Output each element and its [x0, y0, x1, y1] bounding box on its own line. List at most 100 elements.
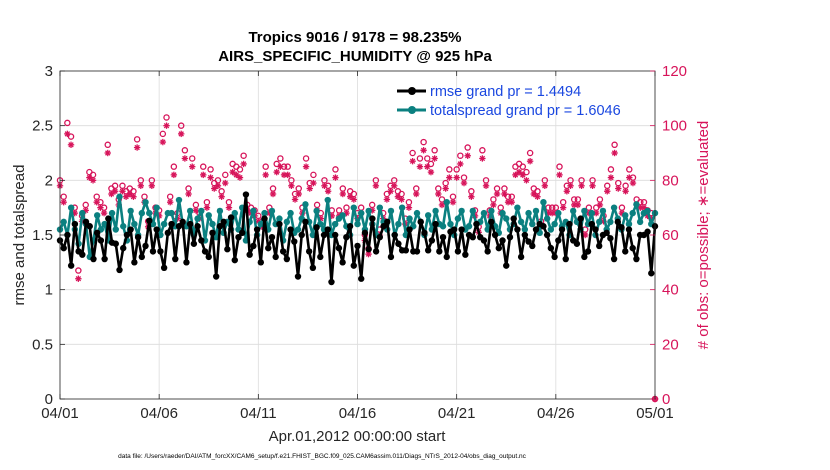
totalspread-point	[287, 209, 294, 217]
rmse-point	[529, 242, 536, 250]
rmse-point	[395, 240, 402, 247]
totalspread-point	[555, 209, 562, 217]
rmse-point	[116, 266, 123, 274]
possible-obs-marker	[277, 155, 284, 162]
evaluated-obs-marker	[622, 188, 629, 195]
evaluated-obs-marker	[302, 163, 310, 170]
evaluated-obs-marker	[534, 193, 541, 200]
evaluated-obs-marker	[130, 193, 137, 200]
possible-obs-marker	[188, 155, 196, 162]
rmse-point	[328, 278, 335, 286]
evaluated-obs-marker	[229, 168, 236, 176]
evaluated-obs-marker	[295, 190, 302, 198]
y-left-tick-labels: 0 0.5 1 1.5 2 2.5 3	[32, 63, 53, 408]
rmse-point	[566, 220, 573, 228]
evaluated-obs-marker	[405, 204, 413, 211]
rmse-point	[93, 229, 101, 237]
y-right-tick-label: 0	[662, 391, 670, 408]
rmse-point	[517, 253, 525, 261]
totalspread-point	[205, 212, 212, 219]
rmse-point	[212, 273, 220, 280]
possible-obs-marker	[302, 155, 310, 162]
rmse-point	[614, 218, 622, 226]
rmse-point	[186, 220, 194, 228]
rmse-point	[443, 253, 450, 261]
y-right-tick-label: 120	[662, 63, 687, 80]
y-left-tick-label: 3	[45, 63, 53, 80]
chart-title: Tropics 9016 / 9178 = 98.235%	[248, 29, 461, 46]
evaluated-obs-marker	[207, 174, 214, 181]
totalspread-point	[636, 218, 644, 226]
evaluated-obs-marker	[578, 182, 585, 189]
possible-obs-marker	[556, 163, 563, 170]
rmse-point	[276, 220, 283, 228]
possible-obs-marker	[284, 163, 291, 170]
evaluated-obs-marker	[409, 158, 416, 165]
rmse-point	[424, 247, 432, 254]
rmse-point	[454, 248, 462, 255]
rmse-point	[64, 231, 71, 239]
evaluated-obs-marker	[137, 182, 145, 189]
totalspread-point	[302, 201, 309, 208]
evaluated-obs-marker	[424, 163, 431, 170]
totalspread-point	[116, 193, 123, 200]
evaluated-obs-marker	[181, 155, 189, 162]
totalspread-point	[514, 204, 521, 211]
evaluated-obs-marker	[490, 201, 497, 209]
rmse-point	[172, 255, 179, 263]
rmse-point	[268, 233, 276, 241]
evaluated-obs-marker	[431, 155, 438, 162]
possible-obs-marker	[416, 155, 424, 162]
totalspread-point	[543, 215, 551, 222]
rmse-point	[603, 229, 610, 237]
totalspread-point	[521, 226, 529, 233]
rmse-point	[82, 218, 90, 226]
rmse-point	[298, 231, 305, 239]
rmse-point	[514, 226, 521, 233]
totalspread-point	[447, 220, 454, 228]
rmse-point	[607, 235, 614, 242]
rmse-point	[555, 237, 562, 244]
evaluated-obs-marker	[163, 122, 170, 129]
totalspread-point	[599, 207, 607, 215]
possible-obs-marker	[626, 166, 633, 173]
y-left-tick-label: 2	[45, 172, 53, 189]
totalspread-point	[127, 207, 134, 215]
rmse-point	[521, 231, 529, 239]
evaluated-obs-marker	[420, 147, 427, 154]
evaluated-obs-marker	[185, 190, 192, 198]
evaluated-obs-marker	[508, 199, 515, 206]
totalspread-point	[198, 207, 205, 215]
totalspread-point	[186, 207, 194, 215]
rmse-point	[387, 253, 395, 261]
y-right-tick-label: 60	[662, 227, 679, 244]
totalspread-point	[112, 226, 119, 233]
totalspread-point	[276, 215, 283, 222]
evaluated-obs-marker	[460, 179, 468, 187]
possible-obs-marker	[240, 152, 247, 159]
totalspread-point	[644, 207, 651, 215]
evaluated-obs-marker	[236, 174, 244, 181]
evaluated-obs-marker	[468, 193, 475, 200]
possible-obs-marker	[446, 166, 453, 173]
evaluated-obs-marker	[108, 190, 115, 198]
evaluated-obs-marker	[233, 171, 240, 179]
possible-obs-marker	[236, 166, 244, 173]
totalspread-point	[324, 196, 331, 204]
evaluated-obs-marker	[93, 199, 100, 206]
rmse-point	[525, 238, 532, 245]
totalspread-point	[551, 220, 558, 228]
y-left-axis-label: rmse and totalspread	[11, 165, 28, 306]
y-right-tick-labels: 0 20 40 60 80 100 120	[662, 63, 687, 408]
evaluated-obs-marker	[86, 174, 93, 181]
rmse-point	[421, 229, 428, 237]
rmse-point	[532, 226, 540, 233]
evaluated-obs-marker	[211, 185, 218, 192]
rmse-point	[358, 275, 365, 282]
possible-obs-marker	[424, 155, 431, 162]
rmse-point	[246, 251, 253, 258]
y-left-tick-label: 0.5	[32, 336, 53, 353]
y-left-tick-label: 0	[45, 391, 53, 408]
evaluated-obs-marker	[512, 171, 519, 179]
